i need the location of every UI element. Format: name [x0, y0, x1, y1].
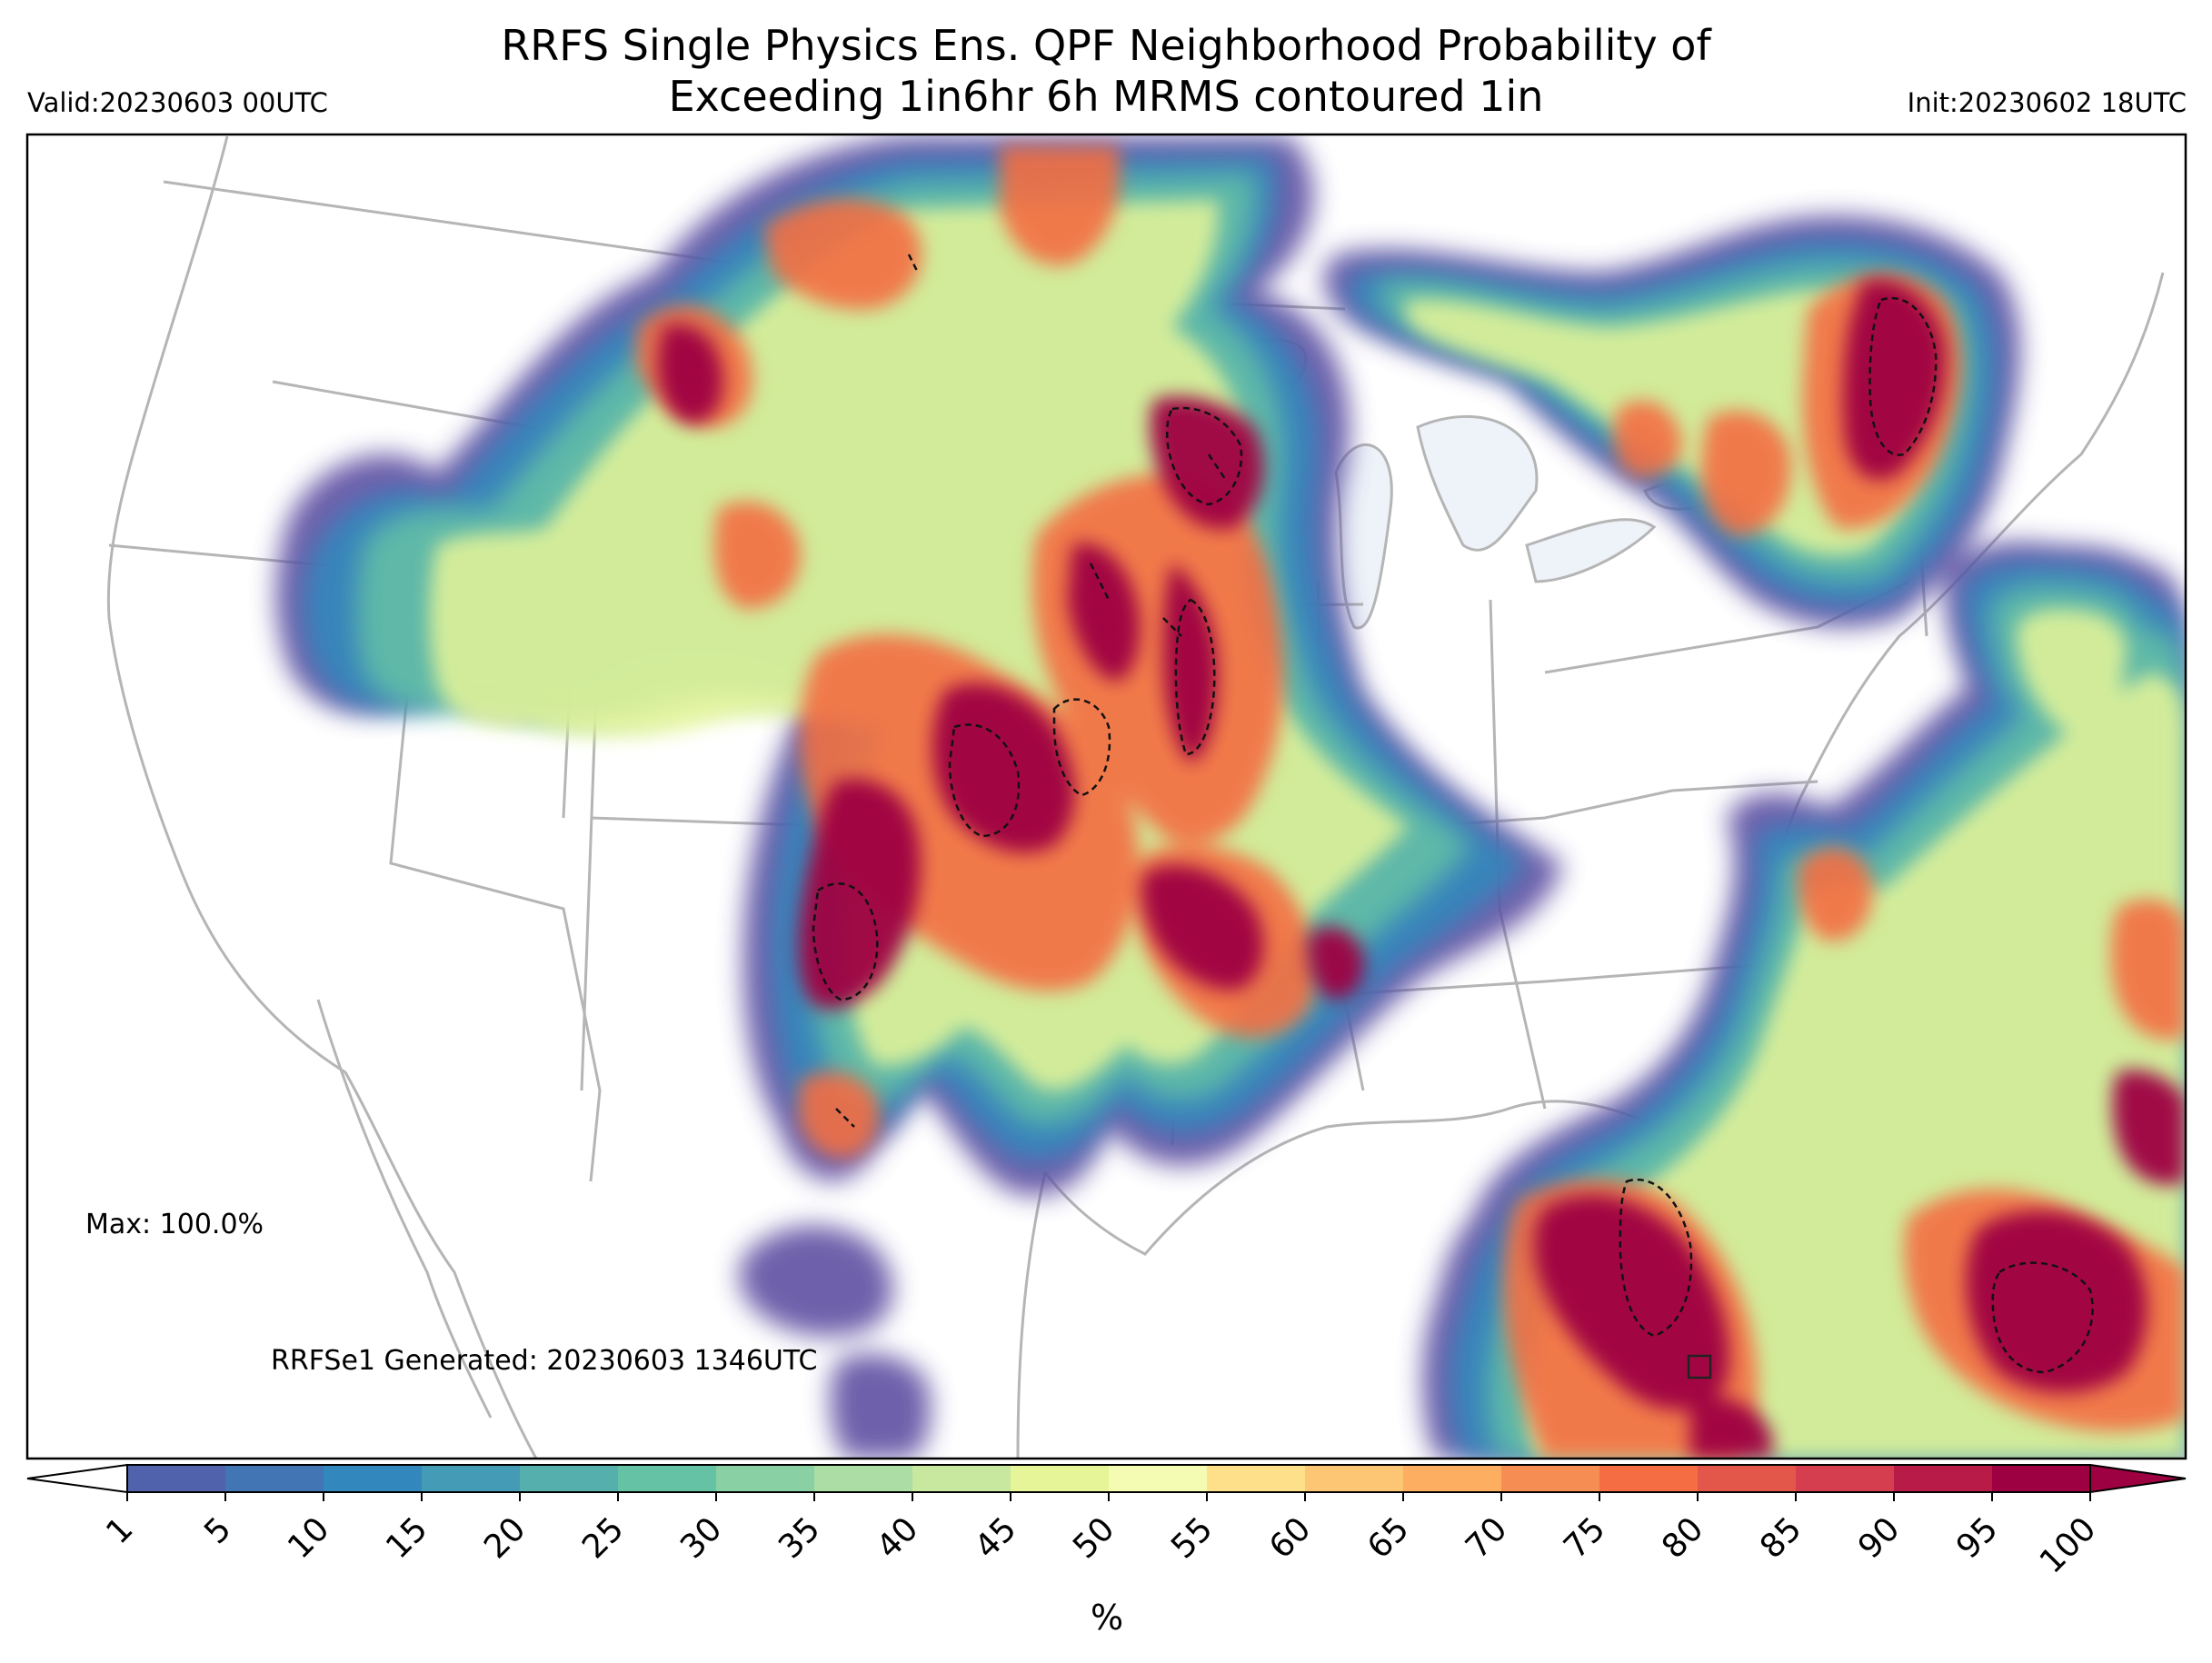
colorbar-segment — [1109, 1465, 1208, 1492]
colorbar-segment — [1992, 1465, 2091, 1492]
colorbar-segment — [1894, 1465, 1993, 1492]
colorbar-segment — [225, 1465, 324, 1492]
colorbar-segment — [324, 1465, 423, 1492]
colorbar-under-arrow — [26, 1463, 128, 1494]
colorbar — [26, 1463, 2187, 1501]
map-title-line1: RRFS Single Physics Ens. QPF Neighborhoo… — [501, 21, 1711, 70]
colorbar-segment — [127, 1465, 226, 1492]
map-frame — [25, 133, 2187, 1460]
box-marker — [1687, 1354, 1712, 1379]
colorbar-segment — [1501, 1465, 1600, 1492]
init-time-label: Init:20230602 18UTC — [1907, 87, 2187, 118]
colorbar-segment — [1796, 1465, 1895, 1492]
generated-label: RRFSe1 Generated: 20230603 1346UTC — [271, 1345, 818, 1377]
colorbar-segment — [1599, 1465, 1699, 1492]
max-value-label: Max: 100.0% — [85, 1209, 264, 1240]
colorbar-segment — [618, 1465, 717, 1492]
colorbar-segment — [1698, 1465, 1797, 1492]
colorbar-segment — [1207, 1465, 1306, 1492]
colorbar-segment — [520, 1465, 619, 1492]
colorbar-unit: % — [1091, 1598, 1124, 1638]
colorbar-over-arrow — [2089, 1463, 2187, 1494]
colorbar-segment — [1305, 1465, 1404, 1492]
colorbar-segment — [1403, 1465, 1502, 1492]
colorbar-segment — [814, 1465, 913, 1492]
colorbar-segment — [716, 1465, 815, 1492]
mrms-observed-contours — [812, 254, 2094, 1374]
colorbar-segment — [912, 1465, 1011, 1492]
probability-field — [275, 136, 2186, 1459]
colorbar-segment — [1011, 1465, 1110, 1492]
colorbar-segment — [422, 1465, 521, 1492]
valid-time-label: Valid:20230603 00UTC — [27, 87, 328, 118]
map-title-line2: Exceeding 1in6hr 6h MRMS contoured 1in — [668, 72, 1544, 121]
